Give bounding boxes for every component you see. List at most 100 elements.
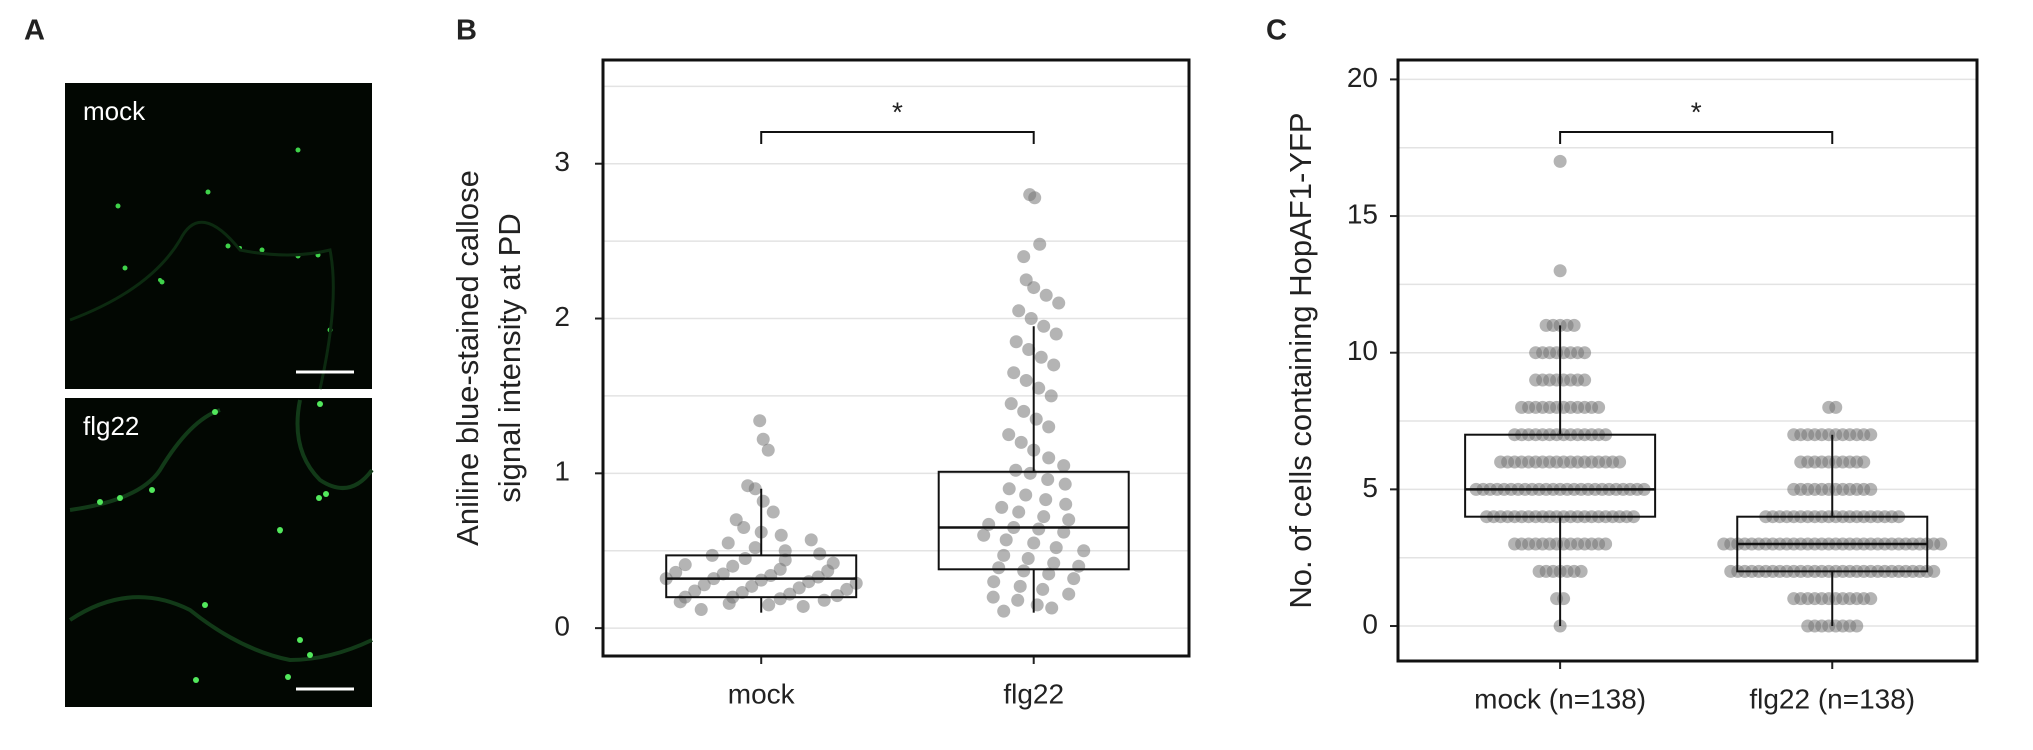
data-point xyxy=(997,604,1011,618)
data-point xyxy=(1024,312,1038,326)
data-point xyxy=(1599,537,1613,551)
data-point xyxy=(997,548,1011,562)
data-point xyxy=(995,500,1009,514)
data-point xyxy=(1036,582,1050,596)
y-tick-label: 10 xyxy=(1347,335,1378,366)
data-point xyxy=(1002,482,1016,496)
data-point xyxy=(1062,513,1076,527)
data-point xyxy=(1062,587,1076,601)
data-point xyxy=(1023,466,1037,480)
data-point xyxy=(697,578,711,592)
significance-bracket xyxy=(760,131,1035,144)
data-point xyxy=(1011,593,1025,607)
data-point xyxy=(1864,482,1878,496)
micrograph-top: mock xyxy=(65,83,372,390)
data-point xyxy=(748,541,762,555)
data-point xyxy=(678,558,692,572)
data-point xyxy=(1067,572,1081,586)
data-point xyxy=(986,590,1000,604)
y-tick-label: 5 xyxy=(1362,472,1378,503)
data-point xyxy=(1004,397,1018,411)
box xyxy=(937,470,1130,571)
data-point xyxy=(1049,541,1063,555)
data-point xyxy=(977,528,991,542)
data-point xyxy=(1864,592,1878,606)
x-tick-label: flg22 (n=138) xyxy=(1749,683,1915,714)
x-tick-label: mock (n=138) xyxy=(1474,683,1646,714)
data-point xyxy=(721,536,735,550)
data-point xyxy=(804,533,818,547)
data-point xyxy=(1009,335,1023,349)
data-point xyxy=(1613,455,1627,469)
data-point xyxy=(1057,525,1071,539)
dot-row xyxy=(1759,510,1906,524)
data-point xyxy=(1030,598,1044,612)
y-tick-label: 20 xyxy=(1347,62,1378,93)
data-point xyxy=(1077,544,1091,558)
data-point xyxy=(741,479,755,493)
data-point xyxy=(1574,564,1588,578)
data-point xyxy=(1023,188,1037,202)
data-point xyxy=(1578,373,1592,387)
data-point xyxy=(1047,358,1061,372)
dot-row xyxy=(1822,400,1843,414)
data-point xyxy=(1034,350,1048,364)
image-label: mock xyxy=(83,96,146,126)
data-point xyxy=(792,581,806,595)
data-point xyxy=(1037,319,1051,333)
data-point xyxy=(1032,522,1046,536)
data-point xyxy=(1007,366,1021,380)
data-point xyxy=(761,443,775,457)
data-point xyxy=(1045,601,1059,615)
data-point xyxy=(1019,373,1033,387)
data-point xyxy=(1019,488,1033,502)
dot-row xyxy=(1515,400,1606,414)
data-point xyxy=(729,513,743,527)
data-point xyxy=(1072,559,1086,573)
data-point xyxy=(1049,327,1063,341)
data-point xyxy=(1022,342,1036,356)
data-point xyxy=(669,565,683,579)
y-axis-title: Aniline blue-stained callose xyxy=(450,170,485,546)
panel-label: C xyxy=(1266,15,1287,47)
data-point xyxy=(1013,579,1027,593)
y-axis-title: signal intensity at PD xyxy=(492,213,527,502)
box xyxy=(1464,433,1657,518)
y-tick-label: 2 xyxy=(554,301,570,332)
data-point xyxy=(762,598,776,612)
plot-frame xyxy=(1396,58,1979,663)
data-point xyxy=(1017,564,1031,578)
data-point xyxy=(987,575,1001,589)
data-point xyxy=(1042,567,1056,581)
data-point xyxy=(1829,400,1843,414)
significance-label: * xyxy=(892,96,903,127)
data-point xyxy=(1044,389,1058,403)
data-point xyxy=(774,528,788,542)
data-point xyxy=(1002,428,1016,442)
data-point xyxy=(1047,556,1061,570)
data-point xyxy=(1032,381,1046,395)
data-point xyxy=(738,551,752,565)
data-point xyxy=(778,544,792,558)
data-point xyxy=(992,561,1006,575)
data-point xyxy=(1058,477,1072,491)
panel-label: A xyxy=(24,15,45,47)
data-point xyxy=(1012,304,1026,318)
data-point xyxy=(1052,296,1066,310)
data-point xyxy=(1553,264,1567,278)
data-point xyxy=(1864,428,1878,442)
data-point xyxy=(726,559,740,573)
data-point xyxy=(1021,551,1035,565)
dot-row xyxy=(1553,264,1567,278)
data-point xyxy=(813,547,827,561)
data-point xyxy=(982,517,996,531)
data-point xyxy=(1934,537,1948,551)
data-point xyxy=(1927,564,1941,578)
data-point xyxy=(830,589,844,603)
data-point xyxy=(1037,510,1051,524)
data-point xyxy=(1850,619,1864,633)
data-point xyxy=(817,593,831,607)
dot-row xyxy=(1532,564,1588,578)
data-point xyxy=(1592,400,1606,414)
box xyxy=(665,554,858,599)
